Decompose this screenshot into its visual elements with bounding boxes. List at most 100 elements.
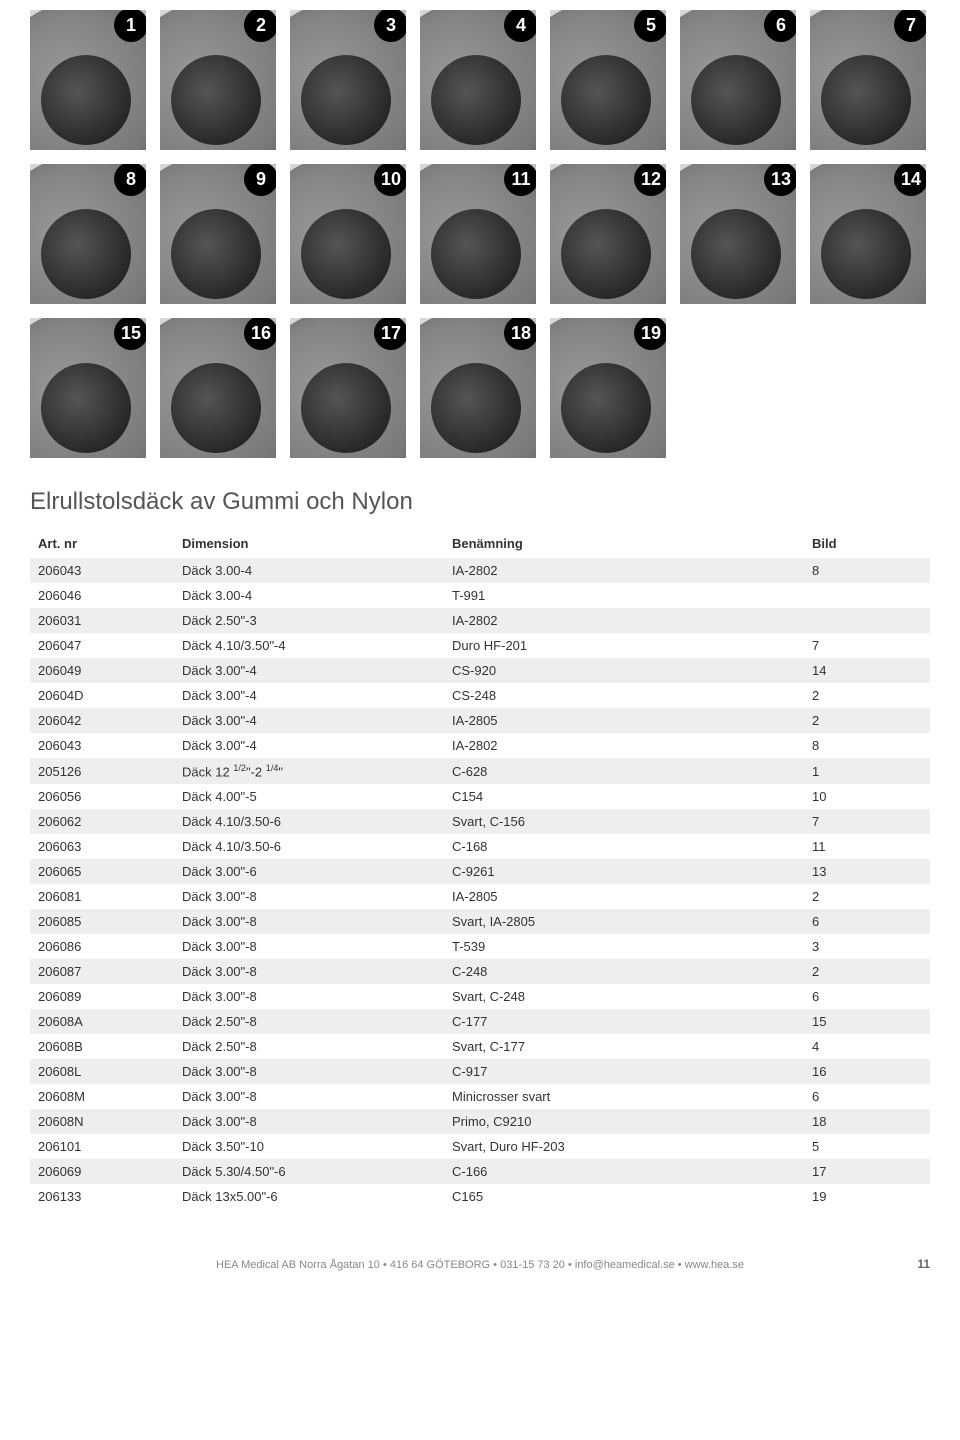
cell-bild: 6: [804, 909, 930, 934]
cell-artnr: 20608A: [30, 1009, 174, 1034]
table-row: 206043Däck 3.00"-4IA-28028: [30, 733, 930, 758]
cell-dimension: Däck 3.00"-4: [174, 658, 444, 683]
table-row: 20608LDäck 3.00"-8C-91716: [30, 1059, 930, 1084]
cell-dimension: Däck 3.00"-4: [174, 683, 444, 708]
table-row: 206101Däck 3.50"-10Svart, Duro HF-2035: [30, 1134, 930, 1159]
cell-artnr: 20608B: [30, 1034, 174, 1059]
tire-image-10: 10: [290, 164, 406, 304]
table-row: 206062Däck 4.10/3.50-6Svart, C-1567: [30, 809, 930, 834]
cell-bild: 2: [804, 683, 930, 708]
tire-image-16: 16: [160, 318, 276, 458]
tire-image-6: 6: [680, 10, 796, 150]
cell-bild: 5: [804, 1134, 930, 1159]
cell-dimension: Däck 3.00"-8: [174, 1084, 444, 1109]
th-artnr: Art. nr: [30, 530, 174, 558]
cell-benamning: Svart, C-156: [444, 809, 804, 834]
tire-image-4: 4: [420, 10, 536, 150]
cell-bild: 19: [804, 1184, 930, 1209]
table-row: 206049Däck 3.00"-4CS-92014: [30, 658, 930, 683]
table-row: 206046Däck 3.00-4T-991: [30, 583, 930, 608]
table-row: 20608ADäck 2.50"-8C-17715: [30, 1009, 930, 1034]
cell-benamning: C-9261: [444, 859, 804, 884]
cell-dimension: Däck 3.50"-10: [174, 1134, 444, 1159]
cell-bild: 13: [804, 859, 930, 884]
cell-benamning: C-248: [444, 959, 804, 984]
table-row: 206043Däck 3.00-4IA-28028: [30, 558, 930, 584]
tire-number-badge: 10: [374, 164, 406, 196]
section-title: Elrullstolsdäck av Gummi och Nylon: [30, 488, 930, 516]
tire-image-3: 3: [290, 10, 406, 150]
cell-benamning: C-166: [444, 1159, 804, 1184]
tire-image-5: 5: [550, 10, 666, 150]
table-row: 206063Däck 4.10/3.50-6C-16811: [30, 834, 930, 859]
cell-bild: 2: [804, 884, 930, 909]
table-row: 205126Däck 12 1/2"-2 1/4"C-6281: [30, 758, 930, 784]
cell-artnr: 206085: [30, 909, 174, 934]
cell-benamning: IA-2805: [444, 708, 804, 733]
cell-artnr: 20608M: [30, 1084, 174, 1109]
cell-dimension: Däck 5.30/4.50"-6: [174, 1159, 444, 1184]
page-footer: HEA Medical AB Norra Ågatan 10 • 416 64 …: [30, 1259, 930, 1271]
tire-image-13: 13: [680, 164, 796, 304]
tire-number-badge: 4: [504, 10, 536, 42]
table-header-row: Art. nr Dimension Benämning Bild: [30, 530, 930, 558]
cell-bild: 7: [804, 633, 930, 658]
cell-bild: 17: [804, 1159, 930, 1184]
th-benamning: Benämning: [444, 530, 804, 558]
cell-bild: 15: [804, 1009, 930, 1034]
table-row: 20604DDäck 3.00"-4CS-2482: [30, 683, 930, 708]
cell-benamning: IA-2805: [444, 884, 804, 909]
cell-artnr: 206056: [30, 784, 174, 809]
cell-dimension: Däck 3.00"-8: [174, 1109, 444, 1134]
cell-benamning: C-628: [444, 758, 804, 784]
cell-bild: 2: [804, 708, 930, 733]
cell-benamning: C154: [444, 784, 804, 809]
cell-dimension: Däck 2.50"-8: [174, 1009, 444, 1034]
cell-artnr: 206047: [30, 633, 174, 658]
cell-bild: 6: [804, 984, 930, 1009]
cell-benamning: C165: [444, 1184, 804, 1209]
cell-artnr: 206089: [30, 984, 174, 1009]
tire-number-badge: 14: [894, 164, 926, 196]
cell-artnr: 206086: [30, 934, 174, 959]
cell-artnr: 206042: [30, 708, 174, 733]
cell-benamning: CS-248: [444, 683, 804, 708]
cell-bild: [804, 583, 930, 608]
cell-bild: [804, 608, 930, 633]
table-row: 206042Däck 3.00"-4IA-28052: [30, 708, 930, 733]
cell-dimension: Däck 3.00"-8: [174, 959, 444, 984]
cell-dimension: Däck 12 1/2"-2 1/4": [174, 758, 444, 784]
cell-artnr: 206087: [30, 959, 174, 984]
cell-dimension: Däck 3.00"-4: [174, 708, 444, 733]
cell-benamning: Duro HF-201: [444, 633, 804, 658]
table-row: 20608BDäck 2.50"-8Svart, C-1774: [30, 1034, 930, 1059]
table-row: 206031Däck 2.50"-3IA-2802: [30, 608, 930, 633]
cell-benamning: Svart, IA-2805: [444, 909, 804, 934]
tire-table: Art. nr Dimension Benämning Bild 206043D…: [30, 530, 930, 1209]
cell-bild: 14: [804, 658, 930, 683]
cell-dimension: Däck 3.00"-6: [174, 859, 444, 884]
table-row: 206069Däck 5.30/4.50"-6C-16617: [30, 1159, 930, 1184]
cell-dimension: Däck 2.50"-3: [174, 608, 444, 633]
tire-number-badge: 17: [374, 318, 406, 350]
tire-number-badge: 1: [114, 10, 146, 42]
cell-benamning: C-917: [444, 1059, 804, 1084]
cell-artnr: 206046: [30, 583, 174, 608]
cell-bild: 8: [804, 733, 930, 758]
tire-number-badge: 13: [764, 164, 796, 196]
cell-dimension: Däck 3.00-4: [174, 558, 444, 584]
tire-image-grid: 12345678910111213141516171819: [30, 10, 930, 458]
tire-row: 1234567: [30, 10, 930, 150]
tire-image-17: 17: [290, 318, 406, 458]
tire-number-badge: 18: [504, 318, 536, 350]
table-row: 20608NDäck 3.00"-8Primo, C921018: [30, 1109, 930, 1134]
cell-artnr: 206031: [30, 608, 174, 633]
tire-image-15: 15: [30, 318, 146, 458]
tire-number-badge: 8: [114, 164, 146, 196]
cell-artnr: 206062: [30, 809, 174, 834]
cell-bild: 2: [804, 959, 930, 984]
footer-text: HEA Medical AB Norra Ågatan 10 • 416 64 …: [216, 1259, 744, 1271]
cell-artnr: 206043: [30, 558, 174, 584]
tire-number-badge: 9: [244, 164, 276, 196]
cell-dimension: Däck 13x5.00"-6: [174, 1184, 444, 1209]
